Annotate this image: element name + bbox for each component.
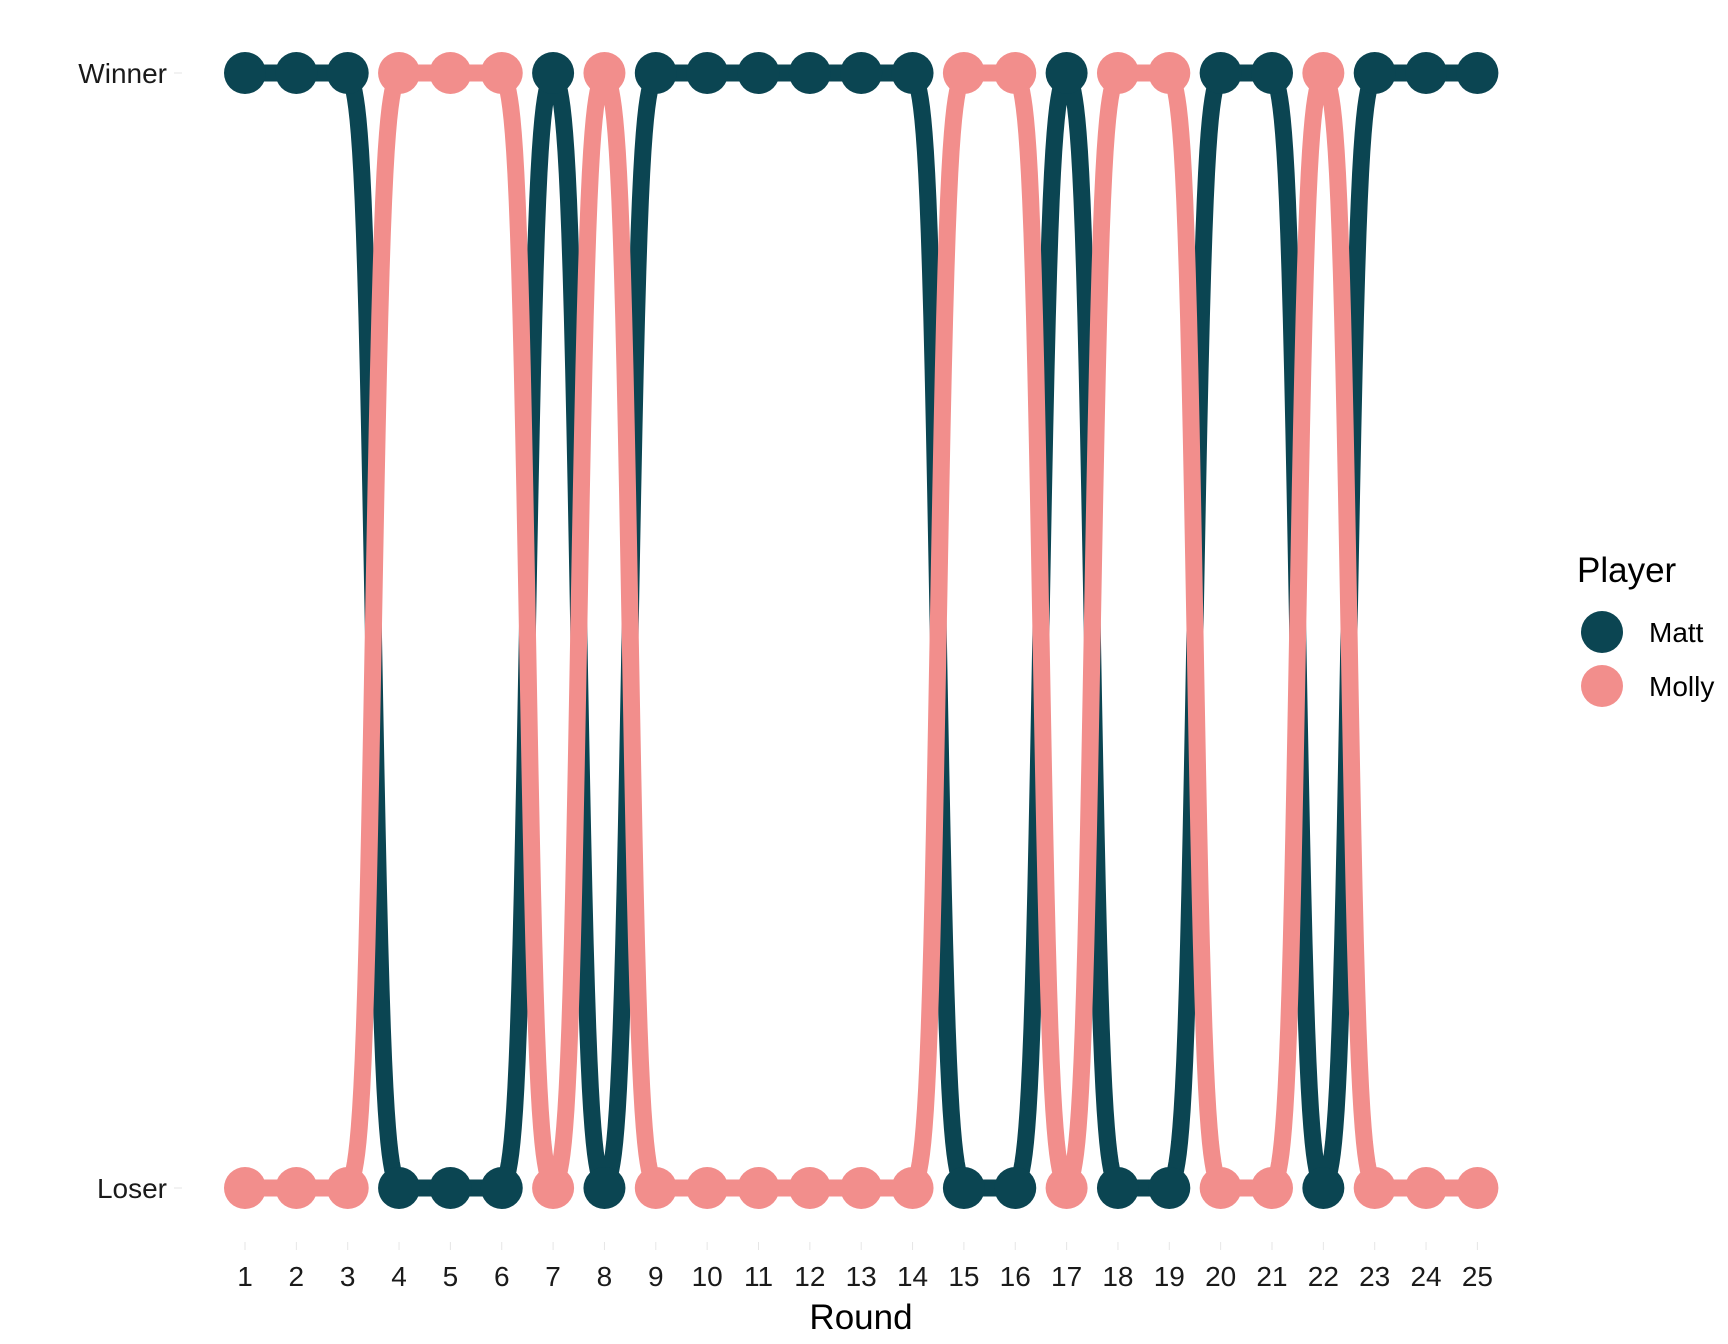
legend-title: Player (1577, 551, 1677, 590)
data-point-molly (583, 52, 626, 94)
legend-label-molly: Molly (1649, 671, 1714, 702)
x-tick-label: 24 (1410, 1261, 1441, 1292)
legend-key-molly (1581, 665, 1623, 707)
data-point-molly (532, 1167, 575, 1209)
series-lines (236, 64, 1486, 1197)
data-point-molly (1353, 1167, 1396, 1209)
data-point-molly (429, 52, 472, 94)
x-tick-label: 10 (692, 1261, 723, 1292)
x-tick-label: 13 (846, 1261, 877, 1292)
data-point-matt (788, 52, 831, 94)
y-axis: Loser Winner (78, 58, 182, 1204)
data-point-molly (1199, 1167, 1242, 1209)
x-tick-label: 16 (1000, 1261, 1031, 1292)
x-tick-label: 19 (1154, 1261, 1185, 1292)
y-tick-label: Winner (78, 58, 167, 89)
data-point-molly (1096, 52, 1139, 94)
x-tick-label: 21 (1256, 1261, 1287, 1292)
data-point-matt (275, 52, 318, 94)
x-tick-label: 25 (1462, 1261, 1493, 1292)
series-points (224, 52, 1499, 1209)
data-point-molly (1148, 52, 1191, 94)
x-tick-label: 4 (391, 1261, 407, 1292)
data-point-molly (891, 1167, 934, 1209)
data-point-matt (1148, 1167, 1191, 1209)
data-point-molly (686, 1167, 729, 1209)
x-tick-label: 6 (494, 1261, 510, 1292)
x-tick-label: 5 (443, 1261, 459, 1292)
data-point-matt (326, 52, 369, 94)
data-point-matt (1045, 52, 1088, 94)
data-point-matt (1302, 1167, 1345, 1209)
x-tick-label: 23 (1359, 1261, 1390, 1292)
data-point-molly (275, 1167, 318, 1209)
x-tick-label: 17 (1051, 1261, 1082, 1292)
data-point-matt (378, 1167, 421, 1209)
data-point-matt (634, 52, 677, 94)
data-point-molly (1251, 1167, 1293, 1209)
data-point-molly (378, 52, 421, 94)
data-point-molly (1456, 1167, 1499, 1209)
data-point-molly (326, 1167, 369, 1209)
x-tick-label: 22 (1308, 1261, 1339, 1292)
x-tick-label: 1 (237, 1261, 253, 1292)
data-point-matt (583, 1167, 626, 1209)
data-point-matt (994, 1167, 1037, 1209)
data-point-matt (1199, 52, 1242, 94)
x-tick-label: 15 (948, 1261, 979, 1292)
data-point-molly (788, 1167, 831, 1209)
data-point-molly (480, 52, 523, 94)
x-tick-label: 3 (340, 1261, 356, 1292)
data-point-molly (1302, 52, 1345, 94)
x-tick-label: 8 (597, 1261, 613, 1292)
data-point-molly (737, 1167, 780, 1209)
x-tick-label: 14 (897, 1261, 928, 1292)
x-tick-label: 18 (1102, 1261, 1133, 1292)
data-point-molly (942, 52, 985, 94)
data-point-matt (429, 1167, 472, 1209)
data-point-matt (840, 52, 883, 94)
data-point-matt (891, 52, 934, 94)
x-tick-label: 12 (794, 1261, 825, 1292)
x-axis-title: Round (809, 1298, 912, 1337)
data-point-molly (1405, 1167, 1448, 1209)
x-tick-label: 9 (648, 1261, 664, 1292)
data-point-matt (1405, 52, 1448, 94)
x-tick-label: 2 (289, 1261, 305, 1292)
data-point-matt (1251, 52, 1293, 94)
x-tick-label: 7 (545, 1261, 561, 1292)
data-point-matt (480, 1167, 523, 1209)
data-point-matt (1096, 1167, 1139, 1209)
data-point-matt (942, 1167, 985, 1209)
data-point-matt (224, 52, 266, 94)
data-point-matt (737, 52, 780, 94)
data-point-matt (532, 52, 575, 94)
y-tick-label: Loser (97, 1173, 167, 1204)
data-point-molly (994, 52, 1037, 94)
legend: Player Matt Molly (1577, 551, 1714, 707)
x-tick-label: 11 (744, 1261, 773, 1292)
data-point-matt (1353, 52, 1396, 94)
data-point-matt (1456, 52, 1499, 94)
x-axis: 1 2 3 4 5 6 7 8 9 10 11 12 13 14 15 16 17 18 19 20 21 22 23 24 2… (237, 1242, 1493, 1292)
legend-items: Matt Molly (1581, 611, 1714, 707)
data-point-molly (1045, 1167, 1088, 1209)
data-point-molly (634, 1167, 677, 1209)
x-tick-label: 20 (1205, 1261, 1236, 1292)
legend-label-matt: Matt (1649, 617, 1704, 648)
data-point-molly (840, 1167, 883, 1209)
data-point-matt (686, 52, 729, 94)
legend-key-matt (1581, 611, 1623, 653)
data-point-molly (224, 1167, 266, 1209)
